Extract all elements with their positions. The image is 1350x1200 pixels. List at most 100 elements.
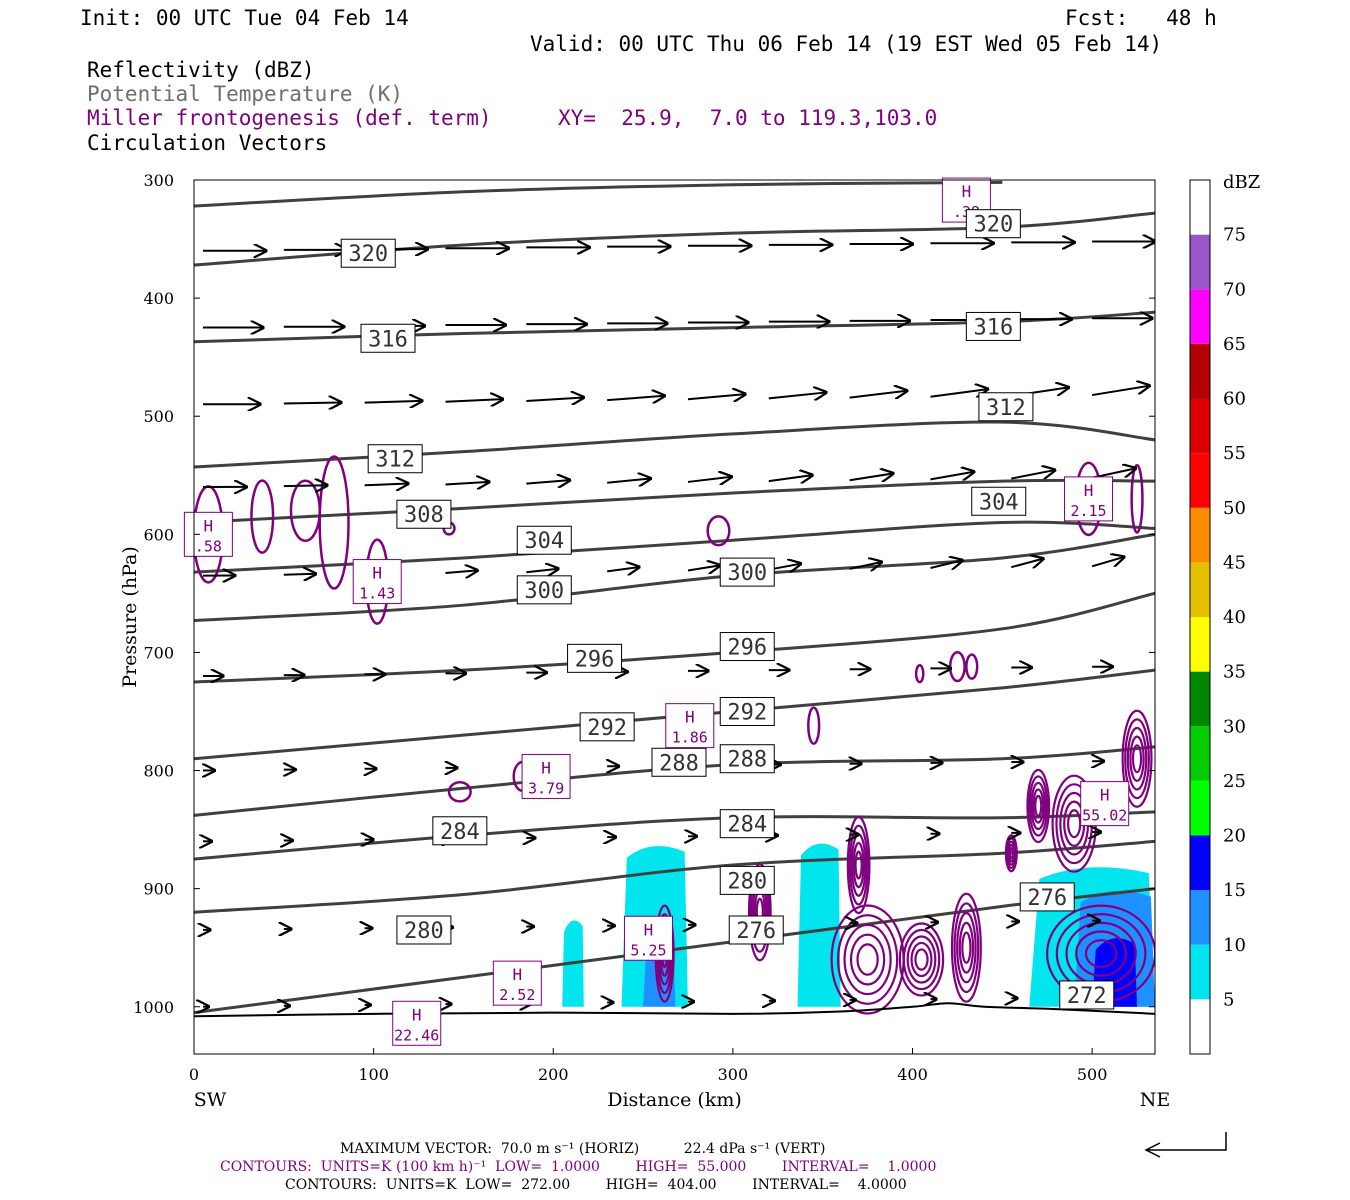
frontogenesis-contour	[807, 706, 821, 745]
theta-label-text: 292	[727, 700, 767, 725]
colorbar-label: 75	[1223, 225, 1246, 246]
theta-label-text: 284	[727, 813, 767, 838]
theta-contour-label: 272	[1059, 980, 1115, 1010]
x-tick-label: 300	[718, 1065, 749, 1084]
frontogenesis-contour	[910, 941, 933, 978]
theta-label-box	[432, 816, 488, 846]
frontogenesis-max-value: 2.15	[1070, 502, 1106, 520]
frontogenesis-max-label: H 1.86	[665, 703, 715, 749]
circulation-vector	[930, 389, 987, 398]
theta-label-text: 280	[727, 869, 767, 894]
frontogenesis-max-box	[352, 559, 402, 605]
colorbar-swatch	[1190, 343, 1210, 399]
circulation-vector	[687, 477, 732, 482]
colorbar-label: 65	[1223, 334, 1246, 355]
field-vectors: Circulation Vectors	[87, 131, 328, 155]
theta-label-box	[340, 238, 396, 268]
field-reflectivity: Reflectivity (dBZ)	[87, 58, 315, 82]
frontogenesis-contour	[914, 664, 925, 684]
theta-contour-280	[194, 839, 1155, 914]
theta-contour-label: 316	[965, 311, 1021, 341]
y-axis-label: Pressure (hPa)	[119, 546, 141, 688]
colorbar-swatch	[1190, 671, 1210, 727]
frontogenesis-contour	[956, 912, 977, 984]
theta-label-box	[567, 643, 623, 673]
theta-label-text: 304	[979, 490, 1019, 515]
colorbar-swatch	[1190, 562, 1210, 617]
frontogenesis-max-symbol: H	[1084, 481, 1094, 500]
frontogenesis-contour	[1126, 726, 1148, 791]
x-tick-label: 0	[189, 1065, 199, 1084]
frontogenesis-max-symbol: H	[1100, 786, 1110, 805]
frontogenesis-contour	[1030, 781, 1047, 831]
frontogenesis-contour	[1121, 709, 1153, 808]
theta-contour-note: CONTOURS: UNITS=K LOW= 272.00 HIGH= 404.…	[285, 1177, 907, 1193]
theta-contour-316	[194, 310, 1155, 344]
theta-contour-label: 288	[719, 744, 775, 774]
frontogenesis-contour	[747, 863, 772, 962]
frontogenesis-max-symbol: H	[372, 564, 382, 583]
y-tick-label: 500	[143, 407, 174, 426]
theta-contour-label: 304	[971, 486, 1027, 516]
theta-contour-label: 316	[360, 323, 416, 353]
theta-contour-288	[194, 745, 1155, 817]
theta-contour-label: 284	[432, 816, 488, 846]
circulation-vector	[283, 574, 316, 575]
frontogenesis-contour	[849, 933, 886, 986]
circulation-vector	[1011, 559, 1043, 568]
axes-layer: 300 400 500 600 700 800 900 1000 0 100 200 300 400 50…	[119, 171, 1170, 1111]
frontogenesis-max-symbol: H	[541, 758, 551, 777]
reflectivity-5dbz-area	[797, 843, 841, 1007]
frontogenesis-max-box	[492, 960, 542, 1006]
theta-label-text: 288	[727, 748, 767, 773]
theta-label-text: 296	[575, 647, 615, 672]
circulation-vector	[445, 570, 477, 573]
plot-frame	[193, 179, 1156, 1055]
theta-label-text: 308	[404, 503, 444, 528]
circulation-vector	[445, 482, 489, 485]
theta-label-text: 296	[727, 636, 767, 661]
theta-contour-324	[194, 180, 1003, 208]
circulation-vector	[526, 480, 570, 483]
circulation-vector	[283, 485, 328, 486]
forecast-hour: Fcst: 48 h	[1065, 6, 1217, 30]
circulation-vector	[849, 391, 907, 398]
circulation-vector	[607, 396, 664, 400]
frontogenesis-contour	[1008, 847, 1014, 860]
frontogenesis-max-value: 2.52	[499, 986, 535, 1004]
colorbar-label: 5	[1223, 989, 1234, 1010]
theta-contour-312	[194, 420, 1155, 469]
theta-contour-304	[194, 520, 1155, 574]
frontogenesis-contour	[852, 841, 865, 889]
circulation-vector	[849, 473, 894, 480]
theta-contour-296	[194, 591, 1155, 684]
colorbar-label: 20	[1223, 826, 1246, 847]
circulation-vector	[1091, 557, 1124, 568]
reference-vector-icon	[1144, 1132, 1227, 1158]
colorbar-label: 55	[1223, 443, 1246, 464]
circulation-vector	[607, 478, 651, 482]
frontogenesis-max-label: H 5.25	[623, 915, 673, 961]
theta-label-text: 312	[375, 448, 415, 473]
theta-contour-label: 296	[719, 632, 775, 662]
theta-label-box	[719, 696, 775, 726]
theta-label-text: 276	[1027, 886, 1067, 911]
theta-contour-label: 292	[719, 696, 775, 726]
frontogenesis-contour	[854, 850, 863, 880]
circulation-vector	[1091, 468, 1136, 479]
circulation-vector	[526, 397, 583, 400]
frontogenesis-contour	[706, 515, 731, 547]
frontogenesis-contour	[318, 455, 350, 590]
circulation-vector	[364, 484, 409, 486]
circulation-vector	[687, 394, 745, 399]
theta-label-text: 300	[524, 579, 564, 604]
colorbar-label: 45	[1223, 552, 1246, 573]
circulation-vector	[607, 567, 639, 571]
theta-contour-label: 276	[1019, 882, 1075, 912]
frontogenesis-max-box	[183, 511, 233, 557]
frontogenesis-max-box	[521, 753, 571, 799]
sw-label: SW	[194, 1089, 227, 1111]
theta-label-box	[651, 747, 707, 777]
colorbar-label: 40	[1223, 607, 1246, 628]
frontogenesis-max-label: H 55.02	[1080, 781, 1130, 827]
